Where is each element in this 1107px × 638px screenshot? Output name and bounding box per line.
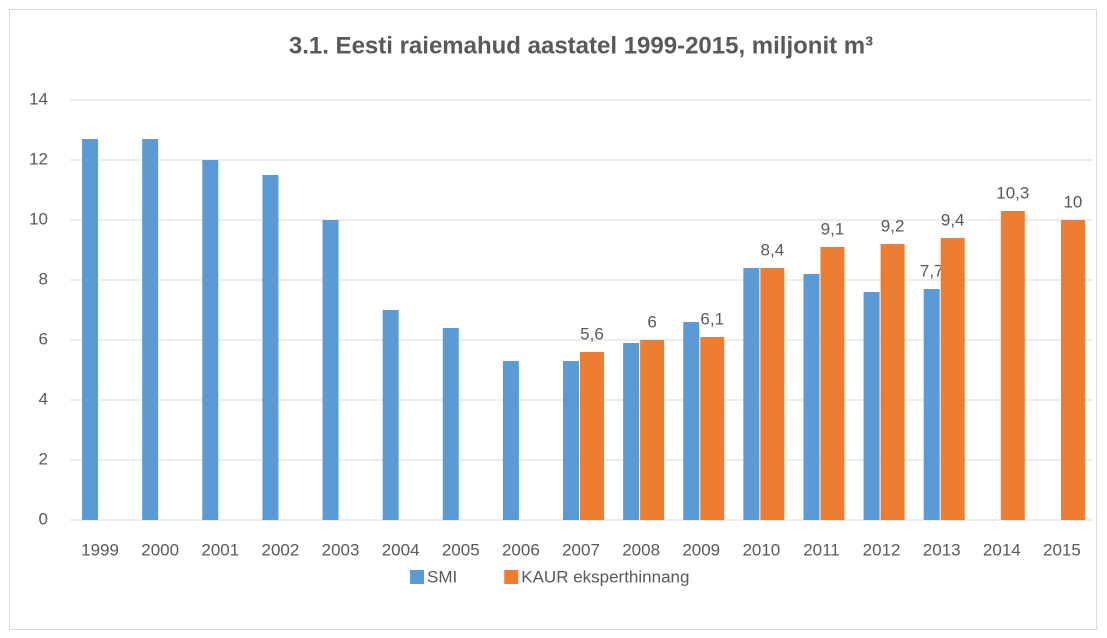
legend-swatch [504, 570, 519, 584]
bar [142, 139, 159, 520]
bar [760, 268, 785, 520]
data-label: 6 [647, 312, 656, 331]
x-tick-label: 2011 [803, 540, 840, 559]
x-tick-label: 2006 [502, 540, 540, 559]
x-tick-label: 2001 [201, 540, 239, 559]
data-label: 9,4 [941, 210, 965, 229]
y-tick-label: 8 [39, 269, 48, 288]
bar [743, 268, 760, 520]
y-tick-label: 2 [39, 449, 48, 468]
bar [563, 361, 579, 520]
bar [940, 238, 965, 520]
bar [640, 340, 665, 520]
bar [863, 292, 880, 520]
bar [262, 175, 279, 520]
bar [880, 244, 905, 520]
bar [700, 337, 725, 520]
x-tick-label: 1999 [81, 540, 119, 559]
data-label: 10,3 [996, 183, 1029, 202]
data-label: 5,6 [580, 324, 604, 343]
x-tick-label: 2015 [1043, 540, 1081, 559]
legend-swatch [410, 570, 424, 584]
data-label: 9,1 [821, 219, 845, 238]
y-tick-label: 4 [39, 389, 48, 408]
y-tick-label: 0 [39, 509, 48, 528]
legend-label: KAUR eksperthinnang [521, 567, 689, 586]
y-tick-label: 6 [39, 329, 48, 348]
x-tick-label: 2005 [442, 540, 480, 559]
x-tick-label: 2002 [261, 540, 299, 559]
bar [683, 322, 700, 520]
x-tick-label: 2013 [923, 540, 961, 559]
chart-title: 3.1. Eesti raiemahud aastatel 1999-2015,… [289, 32, 873, 59]
bar [382, 310, 399, 520]
legend-label: SMI [427, 567, 457, 586]
data-label: 10 [1063, 192, 1082, 211]
bar [1060, 220, 1085, 520]
chart-border [9, 9, 1097, 630]
x-tick-label: 2004 [382, 540, 420, 559]
x-tick-label: 2008 [622, 540, 660, 559]
bar [202, 160, 219, 520]
x-tick-label: 2010 [742, 540, 780, 559]
bar [923, 289, 940, 520]
bar [82, 139, 99, 520]
bar [580, 352, 604, 520]
x-tick-label: 2000 [141, 540, 179, 559]
bar [820, 247, 845, 520]
data-label: 6,1 [700, 309, 724, 328]
x-tick-label: 2003 [322, 540, 360, 559]
x-tick-label: 2009 [682, 540, 720, 559]
bar [502, 361, 519, 520]
x-tick-label: 2014 [983, 540, 1021, 559]
data-label: 8,4 [761, 240, 785, 259]
bar [803, 274, 820, 520]
y-tick-label: 14 [29, 89, 48, 108]
y-tick-label: 12 [29, 149, 48, 168]
x-tick-label: 2007 [562, 540, 600, 559]
data-label: 9,2 [881, 216, 905, 235]
y-tick-label: 10 [29, 209, 48, 228]
bar [623, 343, 640, 520]
data-label: 7,7 [920, 261, 944, 280]
bar [322, 220, 339, 520]
x-tick-label: 2012 [863, 540, 901, 559]
bar [442, 328, 459, 520]
bar [1000, 211, 1025, 520]
